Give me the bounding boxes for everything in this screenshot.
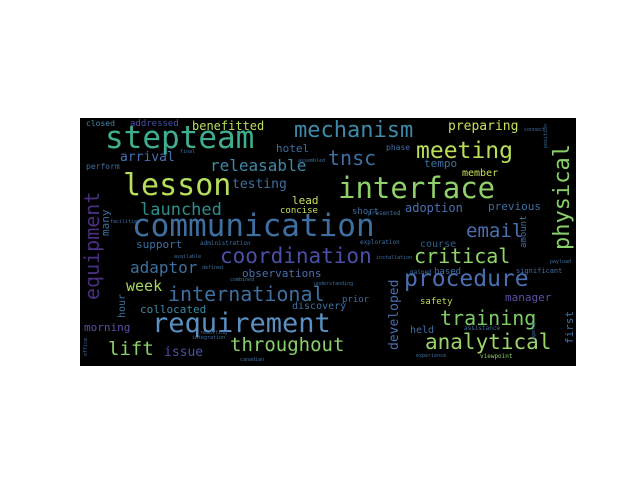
word-viewpoint: viewpoint [480,353,513,360]
word-hotel: hotel [276,142,310,155]
word-communication: communication [132,208,375,244]
word-installation: installation [376,255,413,261]
word-launched: launched [140,200,222,220]
word-collocated: collocated [140,303,207,316]
word-coordination: coordination [220,244,372,268]
word-mechanism: mechanism [294,118,414,143]
word-based: based [434,267,462,277]
word-resulting: resulting [200,330,228,336]
word-meeting: meeting [416,138,513,164]
word-office: office [83,337,89,356]
word-administration: administration [200,240,251,247]
word-position: position [543,123,549,148]
word-defined: defined [202,265,224,271]
word-course: course [420,239,457,250]
word-throughout: throughout [230,334,345,356]
word-integration: integration [192,335,226,341]
word-exploration: exploration [360,239,400,246]
word-short: short [352,207,380,217]
word-phase: phase [386,143,411,152]
word-closed: closed [86,119,115,128]
word-assembled: assembled [298,158,326,164]
word-morning: morning [84,321,131,334]
word-email: email [466,220,524,242]
word-observations: observations [242,267,322,280]
word-assistance: assistance [464,325,501,332]
word-discovery: discovery [292,301,347,312]
word-agency: agency [531,321,537,340]
word-held: held [410,325,435,336]
word-physical: physical [550,144,575,250]
word-perform: perform [86,162,120,171]
word-available: available [174,254,202,260]
word-releasable: releasable [210,156,307,175]
word-final: final [180,149,196,155]
word-equipment: equipment [80,191,104,300]
word-presented: presented [368,210,401,217]
word-connect: connect [524,127,546,133]
word-issue: issue [164,345,204,360]
word-prior: prior [342,295,370,305]
word-analytical: analytical [425,330,552,354]
word-first: first [563,310,576,344]
word-payload: payload [550,259,572,265]
word-canadian: canadian [240,357,265,363]
word-concise: concise [280,206,318,216]
word-developed: developed [387,279,402,350]
word-requirement: requirement [152,308,331,339]
word-combined: combined [230,277,255,283]
word-week: week [126,277,163,295]
word-arrival: arrival [120,150,175,165]
word-hour: hour [117,293,128,318]
word-many: many [99,209,112,237]
word-adaptor: adaptor [130,258,198,277]
word-member: member [462,168,499,179]
word-preparing: preparing [448,119,519,134]
word-testing: testing [232,177,287,192]
word-adoption: adoption [405,201,463,215]
word-facilities: facilities [110,219,141,225]
word-gained: gained [410,269,432,276]
word-tempo: tempo [424,157,458,170]
word-previous: previous [488,200,541,213]
word-significant: significant [516,267,563,275]
word-benefitted: benefitted [192,119,265,133]
word-safety: safety [420,297,453,307]
word-experience: experience [416,353,447,359]
word-stepteam: stepteam [105,120,255,156]
word-cloud: communication requirement interface less… [80,118,576,366]
word-critical: critical [414,244,511,268]
word-manager: manager [505,291,552,304]
word-international: international [168,282,325,306]
word-understanding: understanding [314,281,354,287]
word-lift: lift [108,338,154,360]
word-training: training [440,306,537,330]
word-support: support [136,238,183,251]
word-lesson: lesson [123,168,232,203]
word-tnsc: tnsc [328,146,377,170]
word-amount: amount [519,215,529,248]
word-addressed: addressed [130,119,179,129]
word-procedure: procedure [404,266,529,292]
word-interface: interface [338,171,496,205]
word-lead: lead [292,194,319,207]
